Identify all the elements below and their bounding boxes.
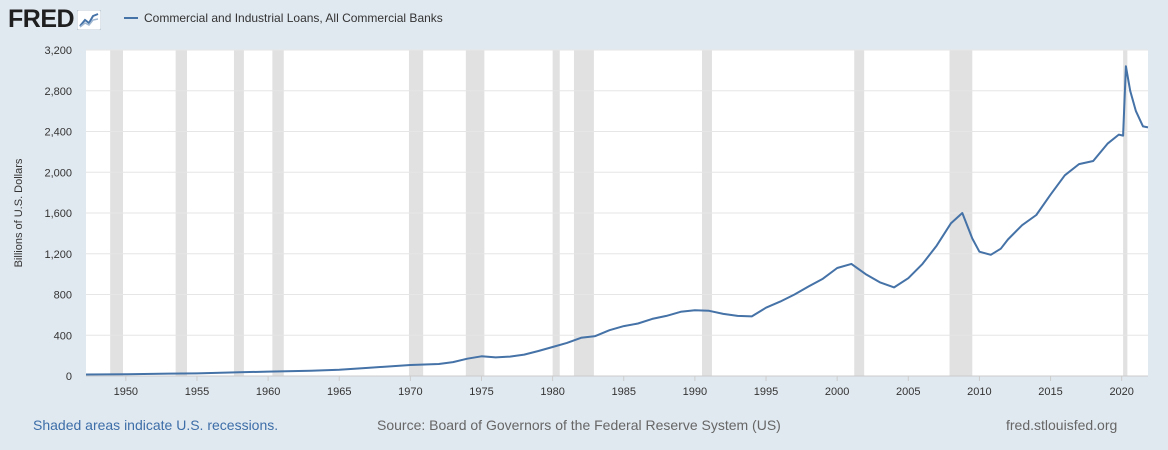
line-chart[interactable]: 0 400 800 1,200 1,600 2,000 2,400 2,800 3,200 19…: [0, 0, 1168, 410]
x-tick-label: 2005: [896, 386, 920, 398]
x-tick-label: 1975: [469, 386, 493, 398]
x-tick-label: 1955: [185, 386, 209, 398]
x-tick-label: 1965: [327, 386, 351, 398]
y-tick-label: 1,200: [44, 249, 72, 261]
site-link[interactable]: fred.stlouisfed.org: [1006, 417, 1118, 433]
recession-note[interactable]: Shaded areas indicate U.S. recessions.: [33, 417, 279, 433]
logo-text: FRED: [8, 5, 75, 33]
y-tick-label: 0: [66, 371, 72, 383]
x-tick-label: 1985: [612, 386, 636, 398]
x-tick-label: 1950: [114, 386, 138, 398]
y-tick-label: 800: [54, 290, 72, 302]
x-tick-label: 1960: [256, 386, 280, 398]
x-tick-label: 1995: [754, 386, 778, 398]
x-tick-label: 1990: [683, 386, 707, 398]
x-tick-label: 2015: [1038, 386, 1062, 398]
x-tick-label: 2000: [825, 386, 849, 398]
x-axis-ticks: 1950 1955 1960 1965 1970 1975 1980 1985 1990 1995…: [114, 376, 1134, 398]
legend-swatch: [124, 17, 138, 19]
y-tick-label: 3,200: [44, 45, 72, 57]
x-tick-label: 2010: [967, 386, 991, 398]
legend-label: Commercial and Industrial Loans, All Com…: [144, 11, 443, 25]
y-tick-label: 2,000: [44, 167, 72, 179]
x-tick-label: 2020: [1109, 386, 1133, 398]
x-tick-label: 1980: [540, 386, 564, 398]
source-note: Source: Board of Governors of the Federa…: [377, 417, 781, 433]
y-tick-label: 400: [54, 330, 72, 342]
y-axis-label: Billions of U.S. Dollars: [13, 158, 25, 267]
grid-lines: [86, 49, 1148, 336]
y-tick-label: 2,800: [44, 86, 72, 98]
chart-graph-icon: [77, 10, 102, 30]
chart-legend[interactable]: Commercial and Industrial Loans, All Com…: [124, 11, 443, 25]
x-tick-label: 1970: [398, 386, 422, 398]
header: FRED Commercial and Industrial Loans, Al…: [0, 0, 1168, 40]
y-tick-label: 2,400: [44, 127, 72, 139]
series-line[interactable]: [85, 65, 1149, 376]
y-axis-ticks: 0 400 800 1,200 1,600 2,000 2,400 2,800 3,200: [44, 45, 72, 383]
y-tick-label: 1,600: [44, 208, 72, 220]
fred-logo[interactable]: FRED: [8, 5, 102, 33]
